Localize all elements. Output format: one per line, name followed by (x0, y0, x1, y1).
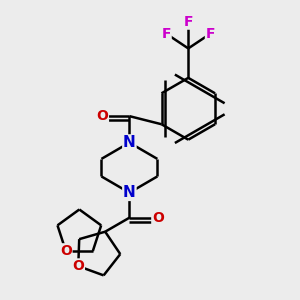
Text: N: N (123, 185, 136, 200)
Text: F: F (206, 27, 215, 41)
Text: O: O (60, 244, 72, 258)
Text: F: F (161, 27, 171, 41)
Text: F: F (184, 15, 193, 29)
Text: O: O (152, 211, 164, 225)
Text: O: O (72, 259, 84, 273)
Text: O: O (96, 109, 108, 123)
Text: N: N (123, 135, 136, 150)
